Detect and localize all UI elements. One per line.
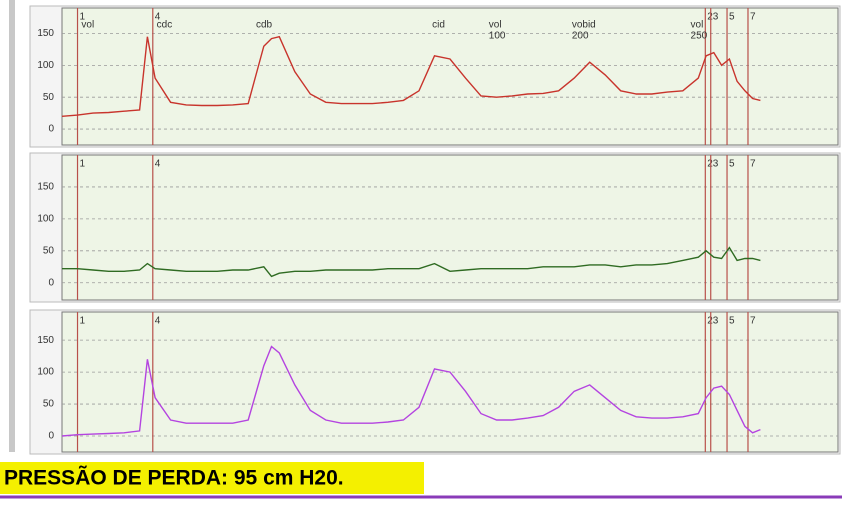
event-label: 1 xyxy=(80,12,86,23)
annotation: cid xyxy=(432,20,445,31)
series-line xyxy=(61,35,761,117)
y-tick-label: 100 xyxy=(37,214,54,225)
event-label: 3 xyxy=(713,12,719,23)
series-line xyxy=(62,246,761,278)
sidebar xyxy=(9,0,15,452)
annotation: cdc xyxy=(157,20,173,31)
event-label: 7 xyxy=(750,12,756,23)
event-label: 5 xyxy=(729,316,735,327)
y-tick-label: 150 xyxy=(37,28,54,39)
y-tick-label: 150 xyxy=(37,335,54,346)
event-label: 4 xyxy=(155,159,161,170)
event-label: 4 xyxy=(155,12,161,23)
event-label: 4 xyxy=(155,316,161,327)
annotation: 100 xyxy=(489,31,506,42)
event-label: 5 xyxy=(729,12,735,23)
plot-area xyxy=(61,7,839,146)
y-tick-label: 150 xyxy=(37,182,54,193)
y-tick-label: 0 xyxy=(48,431,54,442)
annotation: vol xyxy=(81,20,94,31)
event-label: 3 xyxy=(713,159,719,170)
y-tick-label: 100 xyxy=(37,367,54,378)
annotation: vobid xyxy=(572,20,596,31)
y-tick-label: 50 xyxy=(43,245,55,256)
event-label: 5 xyxy=(729,159,735,170)
event-label: 3 xyxy=(713,316,719,327)
series-line xyxy=(61,345,761,437)
y-tick-label: 0 xyxy=(48,124,54,135)
y-tick-label: 50 xyxy=(43,92,55,103)
event-label: 7 xyxy=(750,316,756,327)
y-tick-label: 50 xyxy=(43,399,55,410)
plot-area xyxy=(61,154,839,301)
annotation: 250 xyxy=(691,31,708,42)
y-tick-label: 100 xyxy=(37,60,54,71)
annotation: 200 xyxy=(572,31,589,42)
annotation: cdb xyxy=(256,20,273,31)
annotation: vol xyxy=(489,20,502,31)
caption-background xyxy=(0,462,424,494)
annotation: vol xyxy=(691,20,704,31)
event-label: 1 xyxy=(80,159,86,170)
event-label: 1 xyxy=(80,316,86,327)
y-tick-label: 0 xyxy=(48,277,54,288)
event-label: 7 xyxy=(750,159,756,170)
caption: PRESSÃO DE PERDA: 95 cm H20. xyxy=(4,467,344,490)
plot-area xyxy=(61,311,839,453)
